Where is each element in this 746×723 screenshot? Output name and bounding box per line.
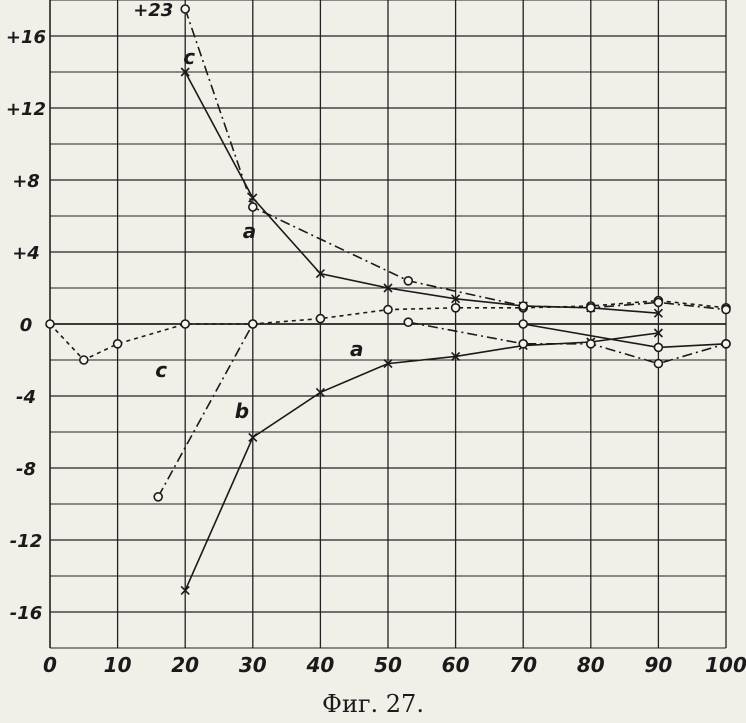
x-tick-label-10: 10 bbox=[104, 653, 132, 677]
annotation-2: a bbox=[243, 219, 256, 243]
x-tick-label-60: 60 bbox=[442, 653, 470, 677]
y-tick-label--16: -16 bbox=[10, 603, 43, 624]
data-point-circle-3-4 bbox=[248, 319, 258, 329]
data-point-circle-2-0 bbox=[153, 491, 163, 502]
series-line-3 bbox=[49, 299, 727, 361]
data-point-circle-3-5 bbox=[315, 313, 326, 324]
data-point-cross-0-2 bbox=[315, 269, 325, 279]
data-point-circle-3-7 bbox=[450, 302, 461, 313]
data-point-cross-1-7 bbox=[653, 328, 663, 338]
y-tick-label--12: -12 bbox=[10, 531, 43, 552]
y-tick-label-16: +16 bbox=[6, 27, 46, 48]
x-tick-label-100: 100 bbox=[705, 653, 746, 677]
x-tick-label-0: 0 bbox=[43, 653, 57, 677]
series-line-1 bbox=[184, 332, 659, 591]
data-point-circle-3-1 bbox=[79, 355, 89, 365]
data-point-circle-5-1 bbox=[518, 338, 529, 349]
data-point-cross-1-1 bbox=[248, 432, 258, 442]
data-point-cross-1-4 bbox=[451, 351, 461, 361]
x-tick-label-30: 30 bbox=[239, 653, 267, 677]
x-tick-label-70: 70 bbox=[509, 653, 537, 677]
data-point-circle-4-5 bbox=[653, 297, 664, 308]
data-point-circle-6-0 bbox=[518, 319, 529, 329]
marker-layer bbox=[45, 4, 731, 595]
data-point-cross-0-7 bbox=[653, 308, 663, 318]
y-tick-label--8: -8 bbox=[16, 459, 36, 480]
annotation-3: a bbox=[350, 337, 364, 361]
data-point-cross-0-0 bbox=[180, 67, 190, 77]
annotation-4: b bbox=[235, 399, 249, 423]
data-point-circle-5-0 bbox=[403, 317, 414, 328]
annotation-1: c bbox=[183, 45, 195, 69]
data-point-cross-0-4 bbox=[451, 294, 461, 304]
data-point-circle-6-1 bbox=[653, 342, 664, 353]
x-tick-label-90: 90 bbox=[644, 653, 672, 677]
data-point-circle-5-3 bbox=[653, 358, 664, 369]
chart-grid bbox=[49, 0, 727, 649]
data-point-cross-0-3 bbox=[383, 283, 393, 293]
data-point-circle-4-2 bbox=[403, 275, 414, 286]
data-point-circle-4-0 bbox=[180, 4, 190, 14]
x-tick-label-50: 50 bbox=[374, 653, 402, 677]
x-tick-label-20: 20 bbox=[171, 653, 199, 677]
data-point-circle-6-2 bbox=[721, 338, 731, 349]
data-point-circle-3-2 bbox=[112, 338, 123, 349]
figure-caption: Фиг. 27. bbox=[322, 690, 424, 718]
y-tick-label--4: -4 bbox=[16, 387, 36, 408]
data-point-circle-4-4 bbox=[585, 302, 596, 313]
data-point-circle-3-3 bbox=[180, 319, 190, 329]
y-tick-label-8: +8 bbox=[12, 171, 40, 192]
y-tick-label-4: +4 bbox=[12, 243, 40, 264]
data-point-circle-4-3 bbox=[518, 301, 529, 311]
series-line-2 bbox=[157, 323, 254, 498]
data-point-circle-4-6 bbox=[721, 304, 731, 315]
x-tick-label-40: 40 bbox=[305, 653, 334, 677]
data-point-cross-1-0 bbox=[180, 585, 190, 595]
data-point-cross-0-1 bbox=[248, 193, 258, 203]
annotation-5: c bbox=[155, 358, 167, 382]
data-point-circle-3-0 bbox=[45, 319, 55, 329]
annotation-layer: +23 c a a b c bbox=[133, 0, 363, 423]
tick-labels: 0 10 20 30 40 50 60 70 80 90 100 +16 +12 +8 +4 0 -4 -8 -12… bbox=[6, 27, 746, 677]
data-point-cross-1-3 bbox=[383, 359, 393, 369]
x-tick-label-80: 80 bbox=[577, 653, 605, 677]
y-tick-label-0: 0 bbox=[20, 315, 33, 336]
y-tick-label-12: +12 bbox=[6, 99, 46, 120]
data-point-circle-5-2 bbox=[585, 338, 596, 349]
data-point-circle-4-1 bbox=[248, 202, 258, 212]
data-point-circle-3-6 bbox=[383, 304, 393, 315]
annotation-0: +23 bbox=[133, 0, 173, 21]
data-point-cross-1-2 bbox=[315, 387, 325, 397]
